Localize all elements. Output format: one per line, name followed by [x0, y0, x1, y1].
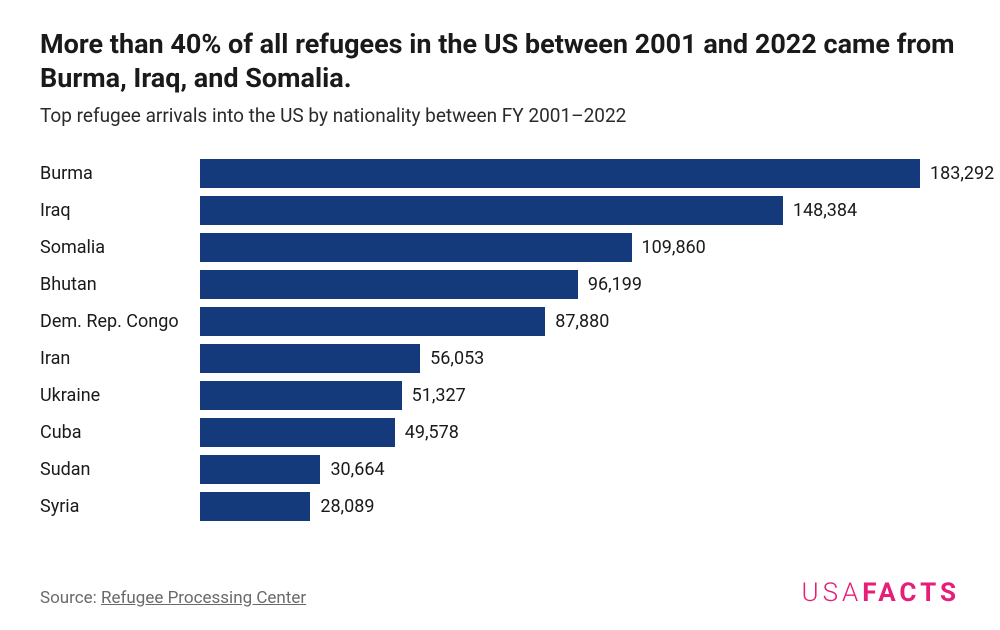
bar-category-label: Iran: [40, 348, 200, 369]
bar-category-label: Bhutan: [40, 274, 200, 295]
bar-value-label: 28,089: [320, 496, 374, 517]
bar-category-label: Sudan: [40, 459, 200, 480]
bar-category-label: Dem. Rep. Congo: [40, 311, 200, 332]
bar-category-label: Somalia: [40, 237, 200, 258]
bar-value-label: 183,292: [930, 163, 994, 184]
bar-value-label: 109,860: [642, 237, 706, 258]
bar-fill: [200, 196, 783, 225]
bar-chart: Burma183,292 Iraq 148,384 Somalia 109,860 Bhu…: [40, 155, 960, 525]
bar-fill: [200, 270, 578, 299]
source-link[interactable]: Refugee Processing Center: [101, 588, 306, 608]
bar-row: Bhutan 96,199: [40, 266, 960, 303]
bar-row: Ukraine 51,327: [40, 377, 960, 414]
bar-value-label: 30,664: [330, 459, 384, 480]
bar-fill: [200, 455, 320, 484]
bar-category-label: Cuba: [40, 422, 200, 443]
bar-fill: [200, 344, 420, 373]
bar-row: Somalia 109,860: [40, 229, 960, 266]
bar-track: 56,053: [200, 344, 960, 373]
bar-row: Sudan 30,664: [40, 451, 960, 488]
bar-value-label: 56,053: [430, 348, 484, 369]
bar-track: 28,089: [200, 492, 960, 521]
logo-usa: USA: [802, 578, 863, 608]
chart-title: More than 40% of all refugees in the US …: [40, 28, 960, 96]
bar-row: Iran 56,053: [40, 340, 960, 377]
bar-row: Iraq 148,384: [40, 192, 960, 229]
bar-track: 30,664: [200, 455, 960, 484]
footer: Source: Refugee Processing Center USAFAC…: [40, 578, 960, 608]
bar-value-label: 148,384: [793, 200, 857, 221]
bar-fill: [200, 159, 920, 188]
source-prefix: Source:: [40, 588, 101, 608]
bar-track: 109,860: [200, 233, 960, 262]
bar-value-label: 49,578: [405, 422, 459, 443]
bar-value-label: 51,327: [412, 385, 466, 406]
logo-facts: FACTS: [862, 578, 960, 608]
bar-fill: [200, 233, 632, 262]
bar-category-label: Iraq: [40, 200, 200, 221]
bar-track: 96,199: [200, 270, 960, 299]
bar-row: Dem. Rep. Congo 87,880: [40, 303, 960, 340]
chart-subtitle: Top refugee arrivals into the US by nati…: [40, 104, 960, 127]
bar-track: 183,292: [200, 159, 994, 188]
source-line: Source: Refugee Processing Center: [40, 588, 306, 608]
bar-category-label: Ukraine: [40, 385, 200, 406]
bar-track: 51,327: [200, 381, 960, 410]
bar-fill: [200, 307, 545, 336]
bar-track: 49,578: [200, 418, 960, 447]
bar-row: Cuba 49,578: [40, 414, 960, 451]
bar-category-label: Burma: [40, 163, 200, 184]
bar-row: Syria 28,089: [40, 488, 960, 525]
bar-track: 148,384: [200, 196, 960, 225]
usafacts-logo: USAFACTS: [802, 578, 961, 608]
bar-fill: [200, 418, 395, 447]
bar-track: 87,880: [200, 307, 960, 336]
bar-row: Burma183,292: [40, 155, 960, 192]
bar-value-label: 87,880: [555, 311, 609, 332]
bar-category-label: Syria: [40, 496, 200, 517]
bar-fill: [200, 381, 402, 410]
bar-fill: [200, 492, 310, 521]
bar-value-label: 96,199: [588, 274, 642, 295]
